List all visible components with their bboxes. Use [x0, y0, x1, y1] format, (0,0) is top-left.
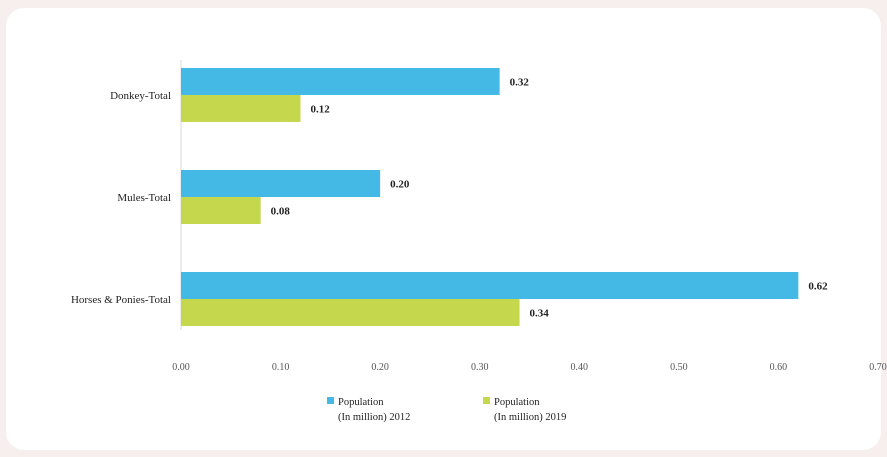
legend-label: (In million) 2019: [494, 412, 566, 423]
category-label: Mules-Total: [117, 192, 171, 204]
data-label: 0.08: [271, 206, 291, 218]
x-tick-label: 0.50: [670, 362, 688, 373]
x-tick-label: 0.00: [172, 362, 190, 373]
category-label: Horses & Ponies-Total: [71, 294, 171, 306]
x-tick-label: 0.30: [471, 362, 489, 373]
legend-label: (In million) 2012: [338, 412, 410, 423]
bar-2012: [181, 170, 381, 197]
x-tick-label: 0.70: [869, 362, 887, 373]
x-tick-label: 0.60: [770, 362, 788, 373]
bar-2019: [181, 95, 301, 122]
data-label: 0.20: [390, 179, 410, 191]
x-tick-label: 0.40: [571, 362, 589, 373]
data-label: 0.62: [808, 281, 828, 293]
legend-label: Population: [338, 397, 384, 408]
bar-2012: [181, 272, 799, 299]
bar-2019: [181, 299, 520, 326]
x-tick-label: 0.20: [371, 362, 389, 373]
x-tick-label: 0.10: [272, 362, 290, 373]
legend-label: Population: [494, 397, 540, 408]
data-label: 0.34: [530, 308, 550, 320]
data-label: 0.32: [510, 77, 530, 89]
legend-swatch: [483, 397, 490, 404]
bar-2012: [181, 68, 500, 95]
bar-2019: [181, 197, 261, 224]
data-label: 0.12: [310, 104, 330, 116]
category-label: Donkey-Total: [110, 90, 171, 102]
legend-swatch: [327, 397, 334, 404]
